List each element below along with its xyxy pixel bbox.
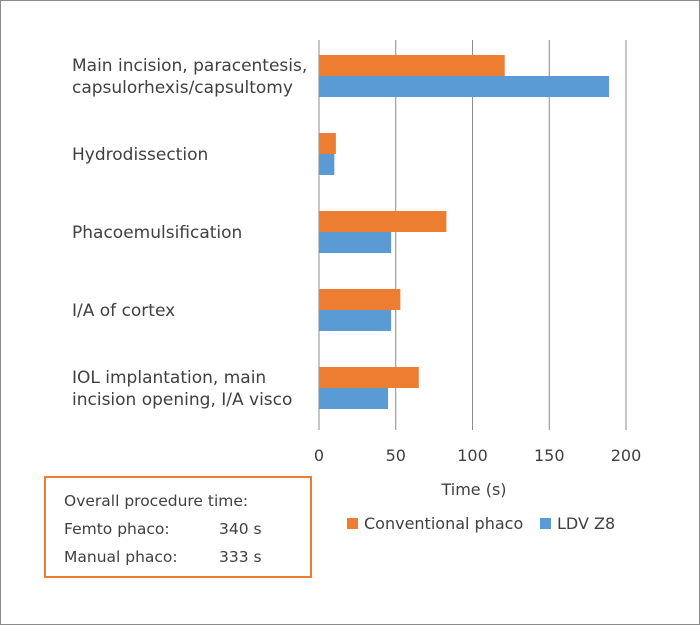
category-labels: Main incision, paracentesis,capsulorhexi… [72,56,307,410]
bar-conventional [319,133,336,154]
bars [319,55,610,409]
bar-ldv [319,388,389,409]
gridlines [318,40,627,430]
x-tick-label: 0 [314,446,324,465]
bar-conventional [319,367,419,388]
legend-label: LDV Z8 [557,514,615,533]
x-tick-label: 150 [534,446,565,465]
bar-ldv [319,310,392,331]
x-tick-label: 200 [611,446,642,465]
summary-title: Overall procedure time: [64,492,249,510]
summary-row-value: 340 s [219,520,262,538]
legend-label: Conventional phaco [364,514,523,533]
category-label: incision opening, I/A visco [72,390,292,410]
legend: Conventional phaco LDV Z8 [347,514,615,533]
category-label: Phacoemulsification [72,223,242,243]
overall-procedure-time-box: Overall procedure time: Femto phaco: 340 … [44,476,312,578]
bar-conventional [319,211,447,232]
x-tick-label: 50 [386,446,406,465]
summary-row-value: 333 s [219,548,262,566]
summary-row-manual: Manual phaco: 333 s [64,548,262,566]
x-tick-label: 100 [457,446,488,465]
bar-ldv [319,76,610,97]
summary-row-femto: Femto phaco: 340 s [64,520,262,538]
category-label: capsulorhexis/capsultomy [72,78,293,98]
summary-row-label: Femto phaco: [64,520,170,538]
bar-conventional [319,55,505,76]
category-label: I/A of cortex [72,301,175,321]
bar-conventional [319,289,401,310]
category-label: IOL implantation, main [72,368,266,388]
bar-ldv [319,232,392,253]
category-label: Hydrodissection [72,145,208,165]
summary-row-label: Manual phaco: [64,548,178,566]
x-axis-tick-labels: 0 50 100 150 200 [314,446,641,465]
category-label: Main incision, paracentesis, [72,56,307,76]
legend-swatch [347,518,358,529]
x-axis-title: Time (s) [440,480,506,499]
bar-ldv [319,154,335,175]
legend-swatch [540,518,551,529]
